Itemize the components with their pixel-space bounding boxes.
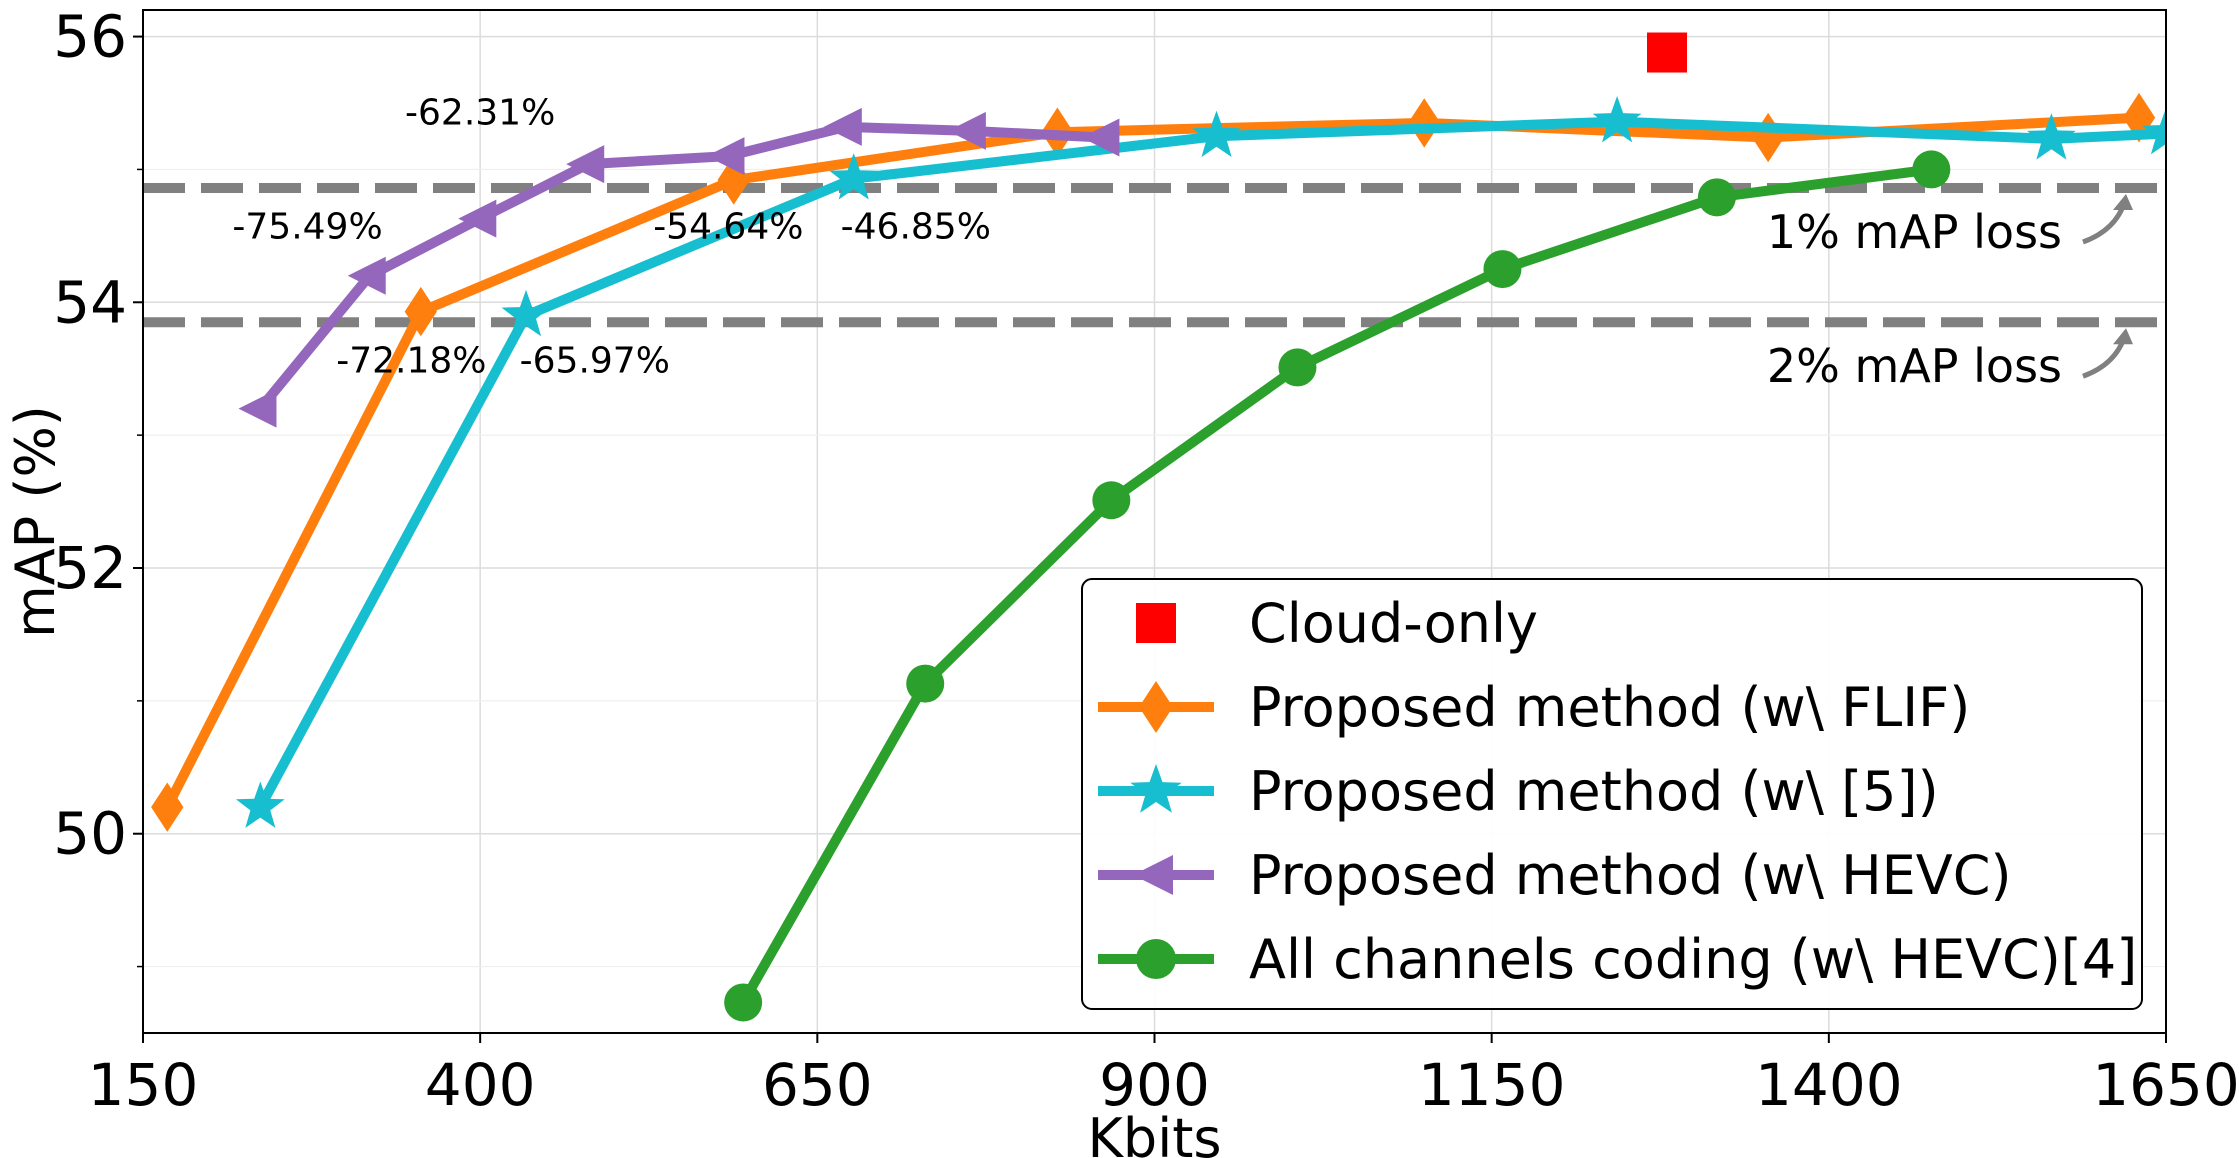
data-point bbox=[1751, 112, 1785, 163]
data-point bbox=[238, 389, 277, 428]
data-point bbox=[458, 199, 497, 238]
data-point bbox=[347, 256, 386, 295]
percent-annotation: -46.85% bbox=[841, 207, 991, 248]
series-cloud-only bbox=[1646, 32, 1687, 73]
x-tick-label: 1650 bbox=[2092, 1051, 2239, 1119]
x-tick-label: 150 bbox=[88, 1051, 199, 1119]
x-axis-title: Kbits bbox=[1088, 1107, 1222, 1158]
data-point bbox=[1081, 118, 1120, 157]
data-point bbox=[501, 289, 551, 337]
data-point bbox=[829, 153, 879, 200]
x-tick-label: 1150 bbox=[1418, 1051, 1566, 1119]
y-tick-label: 50 bbox=[53, 800, 127, 868]
data-point bbox=[151, 782, 184, 832]
y-tick-label: 52 bbox=[53, 534, 127, 602]
legend-marker bbox=[1130, 764, 1182, 813]
data-point bbox=[2027, 113, 2076, 160]
data-point bbox=[1278, 348, 1317, 387]
axes: 150 400 650 900 1150 1400 1650 50 52 54 56 bbox=[53, 3, 2239, 1119]
x-tick-label: 400 bbox=[425, 1051, 536, 1119]
data-point bbox=[404, 286, 437, 337]
percent-annotation: -54.64% bbox=[653, 207, 803, 248]
x-tick-label: 1400 bbox=[1755, 1051, 1903, 1119]
series-line bbox=[255, 121, 1109, 414]
data-point bbox=[1912, 150, 1951, 189]
data-point bbox=[1646, 32, 1687, 73]
data-point bbox=[1092, 481, 1131, 520]
legend-marker bbox=[1133, 855, 1173, 895]
arrow-head bbox=[2113, 194, 2133, 211]
legend: Cloud-only Proposed method (w\ FLIF) Propo… bbox=[1081, 578, 2143, 1010]
legend-label: Proposed method (w\ FLIF) bbox=[1249, 676, 1970, 739]
reference-line-label: 2% mAP loss bbox=[1767, 339, 2062, 393]
percent-annotation: -65.97% bbox=[520, 341, 670, 382]
data-point bbox=[566, 145, 605, 184]
series-layer bbox=[151, 32, 2166, 1022]
reference-line-label: 1% mAP loss bbox=[1767, 205, 2062, 259]
legend-label: Proposed method (w\ HEVC) bbox=[1249, 844, 2012, 907]
series-proposed-method-w-5 bbox=[235, 96, 2166, 828]
data-point bbox=[1192, 110, 1241, 157]
reference-lines: 1% mAP loss 2% mAP loss bbox=[143, 183, 2166, 393]
legend-entry: Proposed method (w\ [5]) bbox=[1098, 760, 1939, 823]
data-point bbox=[906, 664, 945, 703]
legend-marker bbox=[1139, 681, 1173, 733]
data-point bbox=[1697, 178, 1736, 217]
legend-marker bbox=[1136, 603, 1176, 643]
y-tick-label: 54 bbox=[53, 268, 127, 336]
percent-annotation: -62.31% bbox=[405, 92, 555, 133]
data-point bbox=[2122, 92, 2156, 143]
series-all-channels-coding-w-hevc-4 bbox=[724, 150, 1951, 1022]
annotations: -62.31% -75.49% -54.64% -46.85% -72.18% -65.9… bbox=[232, 92, 991, 381]
legend-marker bbox=[1136, 939, 1176, 979]
percent-annotation: -72.18% bbox=[336, 341, 486, 382]
x-tick-label: 650 bbox=[762, 1051, 873, 1119]
legend-entry: All channels coding (w\ HEVC)[4] bbox=[1098, 928, 2137, 991]
legend-box bbox=[1081, 578, 2143, 1010]
legend-entry: Proposed method (w\ FLIF) bbox=[1098, 676, 1970, 739]
x-tick-label: 900 bbox=[1099, 1051, 1210, 1119]
legend-entry: Cloud-only bbox=[1136, 592, 1538, 655]
data-point bbox=[706, 137, 745, 176]
y-tick-label: 56 bbox=[53, 3, 127, 71]
legend-label: Proposed method (w\ [5]) bbox=[1249, 760, 1939, 823]
data-point bbox=[947, 111, 986, 150]
legend-entry: Proposed method (w\ HEVC) bbox=[1098, 844, 2012, 907]
data-point bbox=[1483, 250, 1522, 289]
data-point bbox=[1408, 98, 1441, 148]
y-axis-title: mAP (%) bbox=[4, 405, 67, 638]
data-point bbox=[724, 983, 763, 1022]
data-point bbox=[823, 107, 862, 146]
series-proposed-method-w-hevc bbox=[238, 107, 1120, 428]
data-point bbox=[235, 781, 285, 828]
arrow-head bbox=[2113, 328, 2133, 345]
percent-annotation: -75.49% bbox=[232, 207, 382, 248]
data-point bbox=[1592, 96, 1642, 143]
data-point bbox=[2141, 107, 2166, 155]
legend-label: All channels coding (w\ HEVC)[4] bbox=[1249, 928, 2137, 991]
legend-label: Cloud-only bbox=[1249, 592, 1538, 655]
